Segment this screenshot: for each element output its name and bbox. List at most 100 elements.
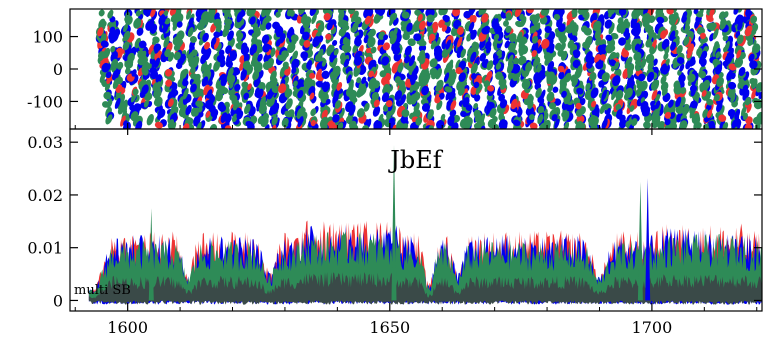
scatter-point	[136, 27, 144, 36]
scatter-point	[173, 51, 181, 61]
scatter-point	[152, 36, 160, 44]
scatter-point	[170, 14, 177, 23]
scatter-point	[121, 99, 129, 112]
scatter-point	[236, 33, 243, 43]
scatter-point	[167, 119, 175, 129]
scatter-point	[109, 36, 116, 44]
scatter-point	[271, 85, 280, 94]
scatter-point	[131, 69, 137, 77]
scatter-point	[225, 45, 232, 54]
scatter-point	[243, 53, 250, 63]
scatter-point	[106, 114, 113, 124]
scatter-point	[213, 60, 221, 72]
scatter-point	[229, 51, 238, 61]
scatter-point	[251, 32, 258, 39]
scatter-point	[207, 79, 213, 87]
scatter-point	[167, 98, 174, 107]
scatter-point	[146, 114, 154, 126]
scatter-point	[242, 49, 248, 60]
scatter-point	[143, 99, 149, 108]
scatter-point	[182, 88, 189, 100]
scatter-point	[262, 43, 271, 53]
scatter-point	[197, 106, 203, 113]
scatter-point	[249, 16, 256, 25]
scatter-point	[105, 71, 112, 79]
scatter-point	[148, 44, 155, 55]
scatter-point	[190, 83, 197, 93]
scatter-point	[234, 83, 241, 92]
scatter-point	[236, 11, 244, 23]
scatter-point	[251, 37, 258, 45]
scatter-point	[253, 61, 263, 73]
scatter-point	[101, 62, 110, 73]
scatter-point	[123, 30, 131, 42]
scatter-point	[239, 55, 245, 63]
scatter-point	[154, 121, 163, 129]
scatter-point	[266, 81, 272, 93]
scatter-point	[214, 12, 220, 21]
spike-mark	[637, 181, 643, 301]
scatter-point	[182, 79, 189, 87]
scatter-point	[101, 80, 108, 88]
scatter-point	[98, 9, 105, 17]
scatter-point	[252, 70, 260, 81]
scatter-point	[176, 30, 185, 41]
scatter-point	[213, 31, 221, 38]
scatter-point	[195, 100, 204, 108]
scatter-point	[265, 22, 272, 30]
scatter-point	[113, 28, 121, 37]
chart-title: JbEf	[387, 146, 444, 174]
scatter-point	[198, 17, 207, 29]
scatter-point	[141, 66, 147, 74]
scatter-point	[218, 49, 225, 56]
scatter-point	[150, 9, 156, 18]
scatter-point	[145, 9, 151, 17]
scatter-point	[200, 53, 207, 65]
scatter-point	[227, 30, 234, 41]
scatter-point	[227, 74, 236, 85]
scatter-point	[228, 67, 234, 77]
scatter-point	[110, 58, 119, 69]
scatter-point	[103, 91, 112, 100]
scatter-point	[99, 73, 106, 83]
scatter-point	[196, 121, 202, 129]
scatter-point	[135, 10, 142, 17]
scatter-point	[98, 51, 107, 59]
scatter-point	[205, 110, 211, 118]
scatter-point	[187, 27, 194, 38]
scatter-point	[135, 120, 143, 129]
scatter-point	[190, 67, 196, 74]
scatter-point	[216, 54, 225, 63]
scatter-point	[120, 115, 126, 127]
bottom-x-tick-label: 1650	[369, 318, 410, 337]
scatter-point	[210, 108, 219, 118]
scatter-point	[188, 17, 194, 27]
scatter-point	[154, 57, 161, 68]
scatter-point	[231, 98, 240, 106]
scatter-point	[180, 69, 188, 79]
scatter-point	[245, 120, 254, 128]
bottom-y-tick-label: 0.02	[27, 186, 63, 205]
scatter-point	[185, 104, 192, 116]
scatter-point	[204, 99, 214, 110]
scatter-point	[191, 49, 198, 57]
scatter-point	[171, 83, 178, 95]
scatter-point	[247, 83, 252, 91]
scatter-point	[112, 70, 120, 80]
scatter-point	[125, 15, 133, 26]
scatter-point	[149, 70, 159, 80]
scatter-point	[100, 33, 107, 43]
scatter-point	[133, 103, 142, 112]
scatter-point	[224, 113, 232, 123]
scatter-point	[218, 104, 227, 112]
scatter-point	[202, 32, 209, 42]
scatter-point	[203, 41, 211, 50]
scatter-point	[172, 23, 178, 31]
scatter-point	[190, 58, 199, 69]
scatter-point	[201, 76, 209, 87]
scatter-point	[239, 60, 245, 71]
scatter-point	[165, 68, 173, 77]
bottom-y-tick-label: 0.03	[27, 133, 63, 152]
scatter-point	[189, 36, 197, 43]
